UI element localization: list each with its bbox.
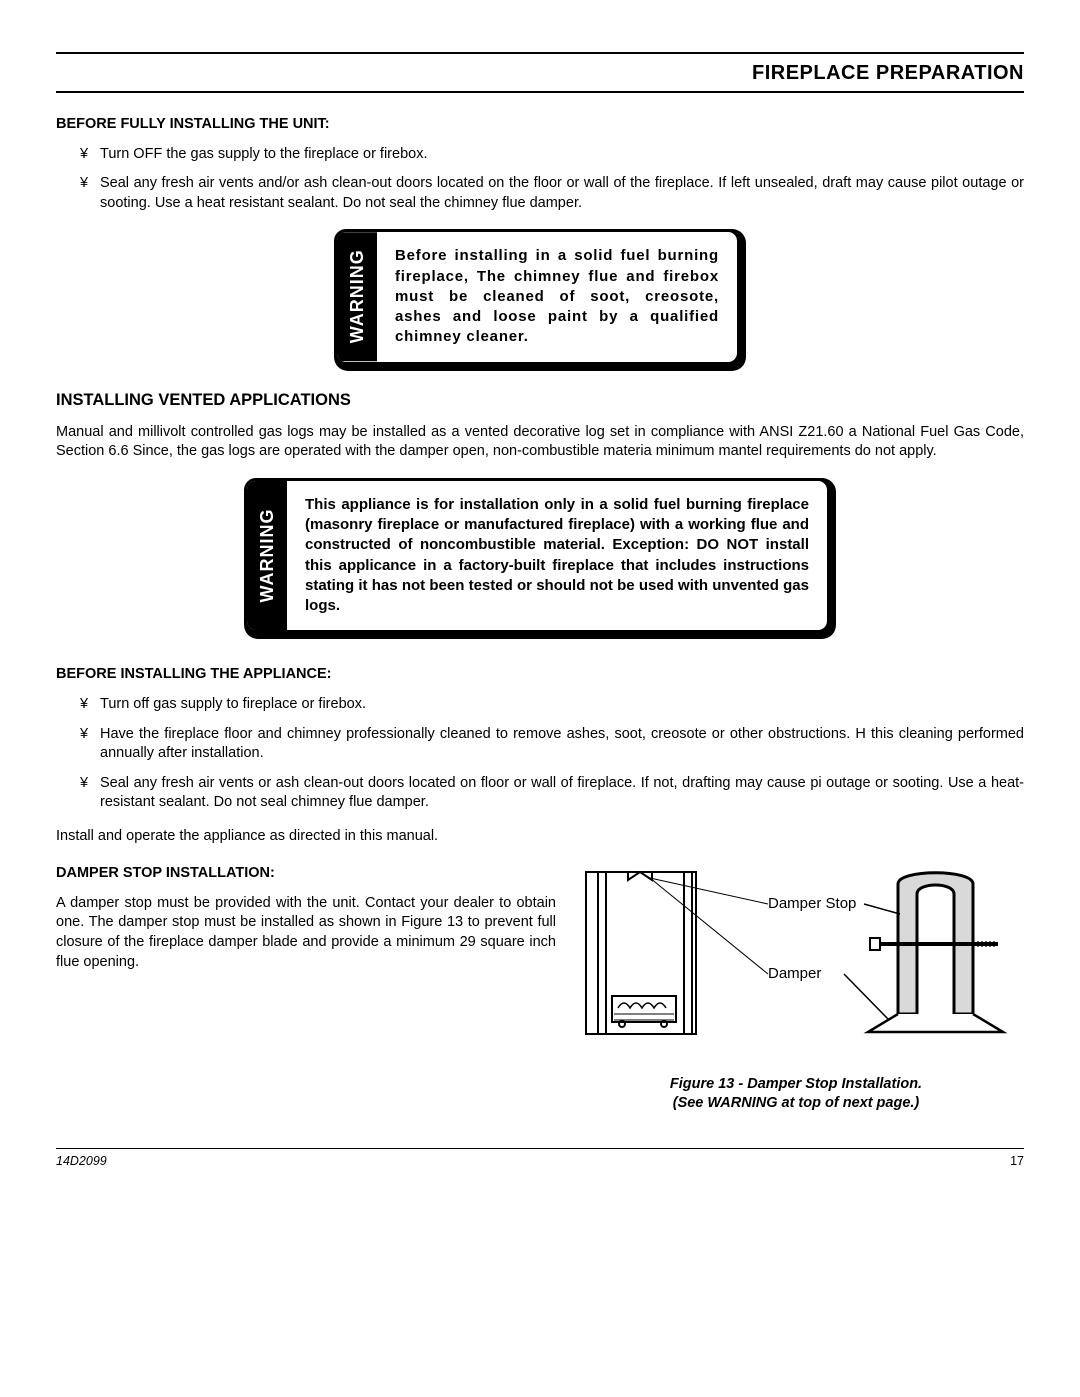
figure-13: Damper Stop Damper Figure 13 - Damper St… [568, 864, 1024, 1114]
warning-box-1: WARNING Before installing in a solid fue… [334, 229, 740, 364]
warning-text: This appliance is for installation only … [287, 481, 827, 631]
before-fully-heading: BEFORE FULLY INSTALLING THE UNIT: [56, 115, 1024, 135]
list-item: Turn OFF the gas supply to the fireplace… [80, 145, 1024, 165]
install-para: Install and operate the appliance as dir… [56, 827, 526, 847]
fig-label-damper: Damper [768, 965, 821, 982]
list-item: Turn off gas supply to fireplace or fire… [80, 695, 1024, 715]
damper-para: A damper stop must be provided with the … [56, 894, 556, 972]
before-appliance-heading: BEFORE INSTALLING THE APPLIANCE: [56, 665, 1024, 685]
header-rule-bot [56, 91, 1024, 93]
before-appliance-list: Turn off gas supply to fireplace or fire… [56, 695, 1024, 813]
warning-box-shadow: WARNING This appliance is for installati… [244, 478, 836, 640]
figure-caption-line2: (See WARNING at top of next page.) [673, 1095, 920, 1111]
page-number: 17 [1010, 1153, 1024, 1170]
list-item: Have the fireplace floor and chimney pro… [80, 725, 1024, 764]
header-rule-top [56, 52, 1024, 54]
list-item: Seal any fresh air vents and/or ash clea… [80, 174, 1024, 213]
figure-caption: Figure 13 - Damper Stop Installation. (S… [568, 1075, 1024, 1114]
fig-label-stop: Damper Stop [768, 895, 856, 912]
list-item: Seal any fresh air vents or ash clean-ou… [80, 774, 1024, 813]
warning-label: WARNING [247, 481, 287, 631]
page-title: FIREPLACE PREPARATION [56, 56, 1024, 91]
vented-para: Manual and millivolt controlled gas logs… [56, 423, 1024, 462]
vented-heading: INSTALLING VENTED APPLICATIONS [56, 389, 1024, 411]
warning-box-shadow: WARNING Before installing in a solid fue… [334, 229, 746, 370]
warning-label: WARNING [337, 232, 377, 361]
before-fully-list: Turn OFF the gas supply to the fireplace… [56, 145, 1024, 214]
page-footer: 14D2099 17 [56, 1148, 1024, 1170]
doc-number: 14D2099 [56, 1153, 107, 1170]
damper-heading: DAMPER STOP INSTALLATION: [56, 864, 556, 884]
figure-caption-line1: Figure 13 - Damper Stop Installation. [670, 1076, 922, 1092]
warning-box-2: WARNING This appliance is for installati… [244, 478, 830, 634]
warning-text: Before installing in a solid fuel burnin… [377, 232, 737, 361]
